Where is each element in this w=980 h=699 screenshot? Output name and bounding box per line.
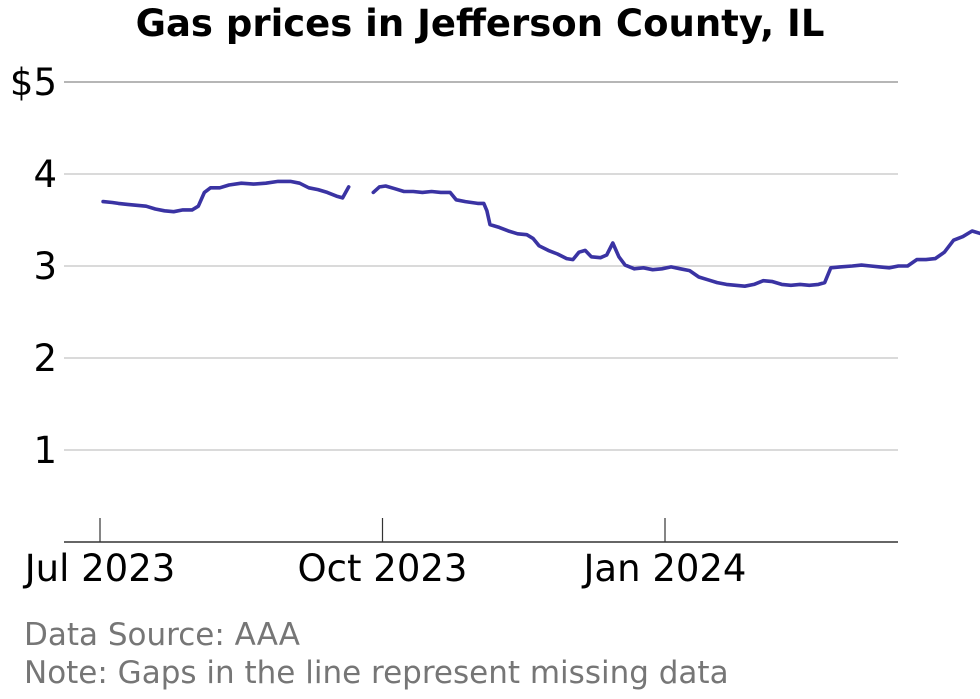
- y-tick-label: $5: [10, 61, 57, 104]
- series-segment-1: [101, 179, 351, 214]
- missing-data-note: Note: Gaps in the line represent missing…: [24, 655, 729, 691]
- x-tick-label: Oct 2023: [298, 547, 468, 590]
- chart-title: Gas prices in Jefferson County, IL: [135, 2, 825, 45]
- series-segment-2: [371, 184, 980, 289]
- y-tick-label: 1: [33, 429, 57, 472]
- x-tick-label: Jul 2023: [23, 547, 176, 590]
- x-tick-label: Jan 2024: [582, 547, 747, 590]
- y-tick-label: 3: [33, 245, 57, 288]
- y-tick-label: 2: [33, 337, 57, 380]
- gridlines: [64, 81, 898, 451]
- price-series: [101, 179, 980, 289]
- axes: 1 2 3 4 $5 Jul 2023 Oct 2023 Jan 2024: [10, 61, 898, 590]
- data-source-note: Data Source: AAA: [24, 617, 300, 653]
- y-tick-label: 4: [33, 153, 57, 196]
